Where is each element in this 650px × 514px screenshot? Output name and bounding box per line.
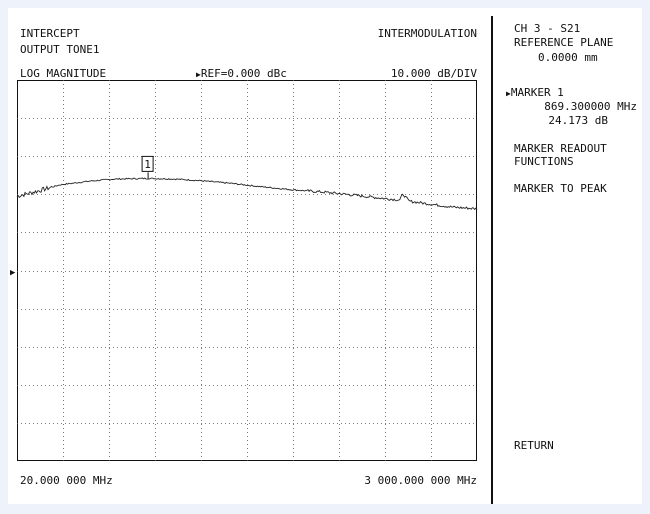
marker-1-level: 24.173 dB <box>548 114 608 127</box>
reference-readout: ▶REF=0.000 dBc <box>196 67 287 80</box>
stop-frequency: 3 000.000 000 MHz <box>364 474 477 487</box>
softkey-marker-to-peak[interactable]: MARKER TO PEAK <box>514 182 607 195</box>
active-marker-arrow-icon: ▶ <box>506 89 511 98</box>
reference-plane-value: 0.0000 mm <box>538 51 598 64</box>
channel-label: CH 3 - S21 <box>514 22 581 35</box>
softkey-return[interactable]: RETURN <box>514 439 554 452</box>
measurement-title-line2: OUTPUT TONE1 <box>20 43 100 56</box>
display-format: LOG MAGNITUDE <box>20 67 107 80</box>
marker-1-title: ▶MARKER 1 <box>506 86 564 99</box>
scale-readout: 10.000 dB/DIV <box>390 67 477 80</box>
marker-1-frequency: 869.300000 MHz <box>544 100 637 113</box>
reference-position-icon: ▶ <box>10 268 16 278</box>
reference-plane-label: REFERENCE PLANE <box>514 36 614 49</box>
start-frequency: 20.000 000 MHz <box>20 474 113 487</box>
reference-arrow-icon: ▶ <box>196 70 201 79</box>
marker-1-box <box>141 155 154 172</box>
graticule-border <box>17 80 477 461</box>
panel-divider <box>491 16 493 504</box>
analyzer-screen <box>8 8 642 504</box>
trace-graticule: 1 <box>16 80 478 461</box>
measurement-title-line1: INTERCEPT <box>20 27 80 40</box>
measurement-mode: INTERMODULATION <box>377 27 477 40</box>
measurement-trace <box>16 177 478 211</box>
marker-1-label: 1 <box>144 158 151 171</box>
softkey-marker-readout-functions[interactable]: MARKER READOUT FUNCTIONS <box>514 142 607 168</box>
